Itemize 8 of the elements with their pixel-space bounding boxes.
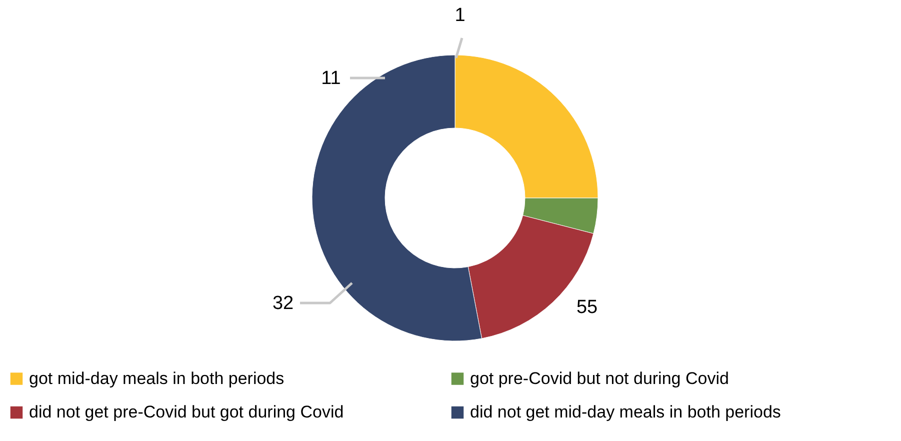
text: 1 bbox=[454, 5, 466, 26]
text: 32 bbox=[272, 293, 294, 314]
legend-label: did not get mid-day meals in both periods bbox=[470, 402, 781, 422]
text: 11 bbox=[321, 68, 341, 89]
legend-label: got mid-day meals in both periods bbox=[29, 368, 284, 388]
legend-label: did not get pre-Covid but got during Covid bbox=[29, 402, 344, 422]
text: 55 bbox=[576, 297, 598, 318]
legend-label: got pre-Covid but not during Covid bbox=[470, 368, 729, 388]
